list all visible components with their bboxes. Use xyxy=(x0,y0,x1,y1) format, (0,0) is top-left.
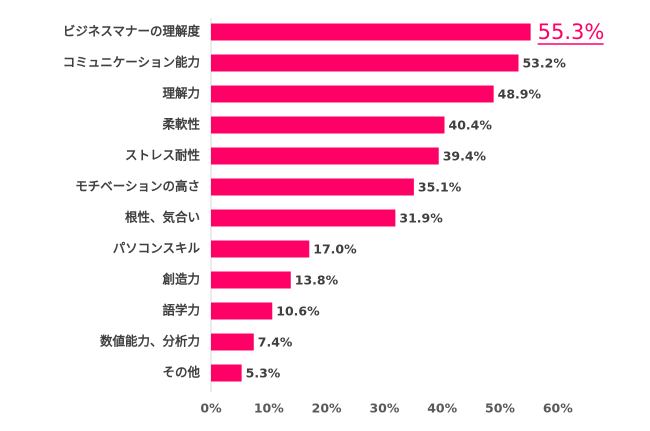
bar xyxy=(211,302,273,320)
bar xyxy=(211,85,494,103)
x-tick-label: 30% xyxy=(369,401,399,416)
data-label: 40.4% xyxy=(449,118,493,133)
category-label: 創造力 xyxy=(161,272,200,287)
data-label: 31.9% xyxy=(399,211,443,226)
data-label: 35.1% xyxy=(418,180,462,195)
data-label: 13.8% xyxy=(295,273,339,288)
x-tick-label: 20% xyxy=(312,401,342,416)
bar xyxy=(211,23,531,41)
category-label: 根性、気合い xyxy=(125,210,200,225)
bar xyxy=(211,271,291,289)
x-tick-label: 10% xyxy=(254,401,284,416)
category-label: 理解力 xyxy=(162,86,200,101)
highlighted-data-label: 55.3% xyxy=(538,20,605,44)
bar xyxy=(211,178,414,196)
bar xyxy=(211,54,519,72)
data-label: 7.4% xyxy=(258,335,293,350)
data-label: 39.4% xyxy=(443,149,487,164)
bar xyxy=(211,147,439,165)
x-tick-label: 40% xyxy=(427,401,457,416)
bar xyxy=(211,333,254,351)
x-tick-label: 50% xyxy=(485,401,515,416)
category-label: モチベーションの高さ xyxy=(75,179,200,194)
bar xyxy=(211,364,242,382)
bar xyxy=(211,240,310,258)
data-label: 10.6% xyxy=(276,304,320,319)
bar xyxy=(211,116,445,134)
data-label: 53.2% xyxy=(522,56,566,71)
data-label: 48.9% xyxy=(498,87,542,102)
x-tick-label: 60% xyxy=(543,401,573,416)
category-label: ストレス耐性 xyxy=(125,148,201,163)
category-label: 語学力 xyxy=(162,303,200,318)
bar xyxy=(211,209,396,227)
category-label: ビジネスマナーの理解度 xyxy=(63,24,201,39)
category-label: コミュニケーション能力 xyxy=(63,55,200,70)
category-label: パソコンスキル xyxy=(113,241,201,256)
data-label: 5.3% xyxy=(246,366,281,381)
category-label: 数値能力、分析力 xyxy=(99,334,200,349)
category-label: その他 xyxy=(162,365,200,380)
data-label: 17.0% xyxy=(313,242,357,257)
x-tick-label: 0% xyxy=(200,401,222,416)
category-label: 柔軟性 xyxy=(161,117,200,132)
